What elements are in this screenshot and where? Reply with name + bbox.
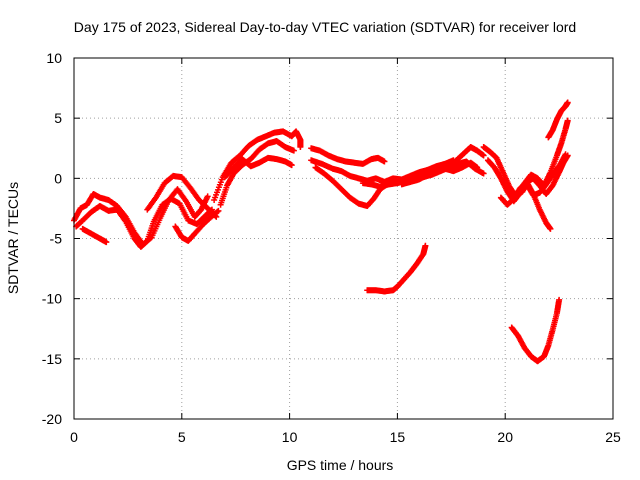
point-marker <box>103 239 110 246</box>
point-marker <box>215 207 222 214</box>
series-track-19 <box>545 99 571 141</box>
series-track-4 <box>144 172 220 220</box>
series-track-20 <box>364 242 429 295</box>
x-axis-label: GPS time / hours <box>287 457 394 473</box>
series-track-2 <box>73 195 215 250</box>
x-tick-label-0: 0 <box>70 429 78 445</box>
x-tick-label-5: 25 <box>605 429 621 445</box>
series-track-8 <box>221 154 295 181</box>
point-marker <box>480 152 487 159</box>
point-marker <box>297 144 304 151</box>
x-tick-label-4: 20 <box>497 429 513 445</box>
point-marker <box>204 193 211 200</box>
point-marker <box>556 296 563 303</box>
point-marker <box>381 158 388 165</box>
series-track-14 <box>420 144 487 179</box>
point-marker <box>290 147 297 154</box>
plot-frame <box>73 57 614 420</box>
point-marker <box>564 117 571 124</box>
point-marker <box>214 208 221 215</box>
y-tick-label-6: 10 <box>46 50 62 66</box>
y-tick-label-4: 0 <box>54 170 62 186</box>
point-marker <box>422 242 429 249</box>
series-track-9 <box>308 145 388 167</box>
y-axis-label: SDTVAR / TECUs <box>5 182 21 294</box>
y-tick-label-0: -20 <box>42 411 62 427</box>
y-tick-label-3: -5 <box>50 231 63 247</box>
grid <box>74 58 613 419</box>
series-track-3 <box>79 225 110 246</box>
point-marker <box>480 170 487 177</box>
point-marker <box>474 164 481 171</box>
point-marker <box>288 162 295 169</box>
point-marker <box>562 151 569 158</box>
series-track-18 <box>515 117 571 195</box>
tick-labels: 0 5 10 15 20 25 -20 -15 -10 -5 0 5 10 <box>42 50 621 445</box>
series-track-5 <box>172 207 222 244</box>
chart-title: Day 175 of 2023, Sidereal Day-to-day VTE… <box>74 19 576 35</box>
series-track-21 <box>508 296 563 365</box>
y-tick-label-2: -10 <box>42 291 62 307</box>
x-tick-label-2: 10 <box>282 429 298 445</box>
point-marker <box>547 225 554 232</box>
y-tick-label-1: -15 <box>42 351 62 367</box>
x-tick-label-1: 5 <box>178 429 186 445</box>
series-track-13 <box>398 159 481 188</box>
x-tick-label-3: 15 <box>390 429 406 445</box>
point-marker <box>564 99 571 106</box>
data-points <box>71 99 571 365</box>
y-tick-label-5: 5 <box>54 110 62 126</box>
